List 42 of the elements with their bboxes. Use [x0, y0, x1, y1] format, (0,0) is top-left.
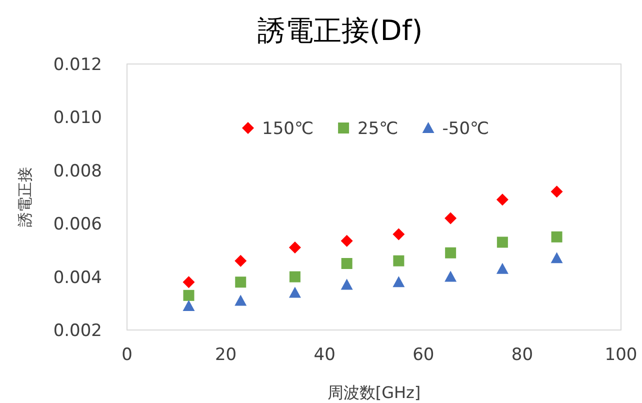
point — [288, 242, 301, 254]
point — [496, 236, 508, 248]
legend-label: -50℃ — [442, 119, 490, 139]
point — [393, 255, 404, 266]
x-tick-label: 60 — [412, 345, 434, 365]
y-tick-label: 0.006 — [53, 214, 102, 235]
point — [289, 271, 300, 282]
point — [550, 252, 563, 264]
x-tick-label: 0 — [122, 345, 132, 365]
y-tick-label: 0.008 — [53, 161, 102, 182]
point — [445, 247, 456, 258]
x-tick-label: 80 — [511, 345, 534, 365]
point — [183, 290, 194, 301]
point — [496, 262, 508, 274]
y-tick-label: 0.012 — [53, 55, 102, 75]
point — [550, 186, 563, 198]
x-axis-title: 周波数[GHz] — [327, 383, 421, 402]
chart-title: 誘電正接(Df) — [257, 14, 423, 47]
x-tick-label: 40 — [314, 345, 336, 365]
legend-label: 25℃ — [358, 119, 398, 139]
legend-label: 150℃ — [262, 119, 314, 139]
x-tick-label: 20 — [214, 345, 237, 365]
x-tick-label: 100 — [604, 345, 638, 365]
point — [341, 258, 352, 269]
point — [182, 276, 195, 288]
point — [496, 194, 508, 206]
point — [340, 234, 353, 247]
point — [234, 254, 247, 267]
point — [340, 278, 353, 290]
point — [392, 276, 405, 288]
point — [551, 231, 562, 242]
y-tick-label: 0.002 — [53, 321, 102, 341]
point — [444, 270, 457, 282]
y-tick-label: 0.004 — [53, 268, 102, 288]
y-tick-label: 0.010 — [53, 108, 102, 128]
point — [182, 300, 195, 312]
point — [444, 212, 457, 224]
point — [234, 294, 247, 306]
point — [392, 228, 405, 240]
point — [288, 286, 301, 298]
y-axis-title: 誘電正接 — [16, 167, 34, 227]
point — [235, 276, 246, 288]
